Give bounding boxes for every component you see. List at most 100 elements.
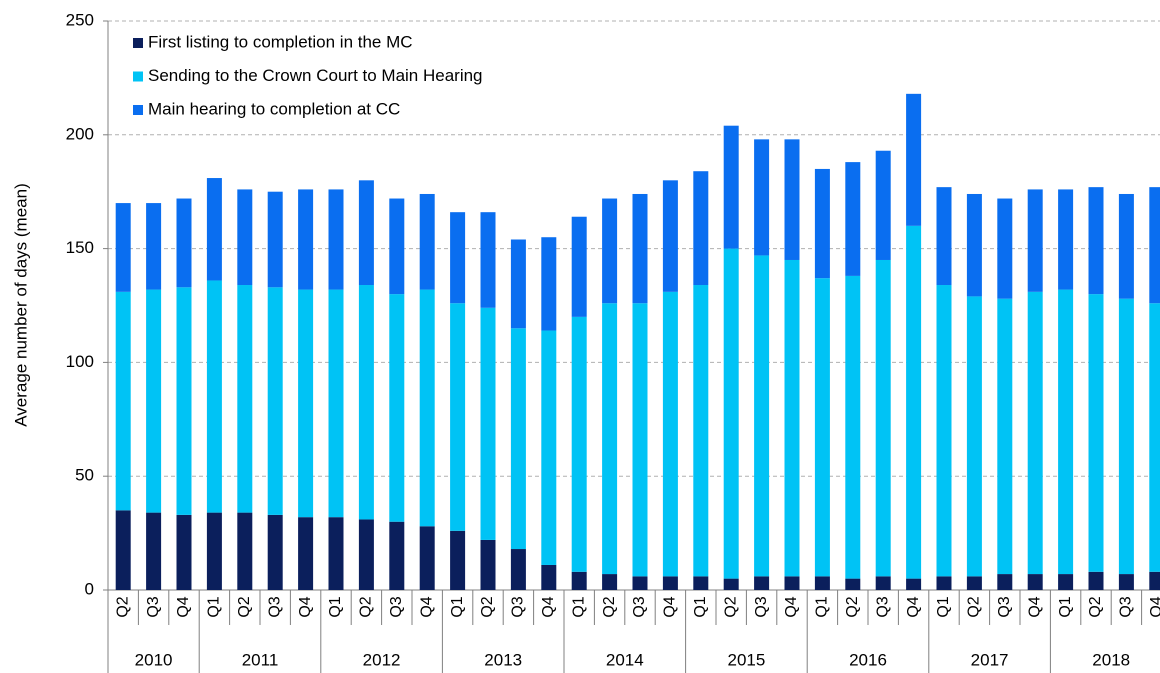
bar-segment bbox=[997, 298, 1013, 575]
bar-segment bbox=[723, 578, 739, 590]
legend-label: Main hearing to completion at CC bbox=[148, 99, 400, 118]
x-tick-label: Q4 bbox=[418, 596, 435, 617]
bar-segment bbox=[662, 291, 678, 577]
x-tick-label: Q1 bbox=[1057, 596, 1074, 617]
x-tick-label: Q4 bbox=[783, 596, 800, 617]
bar-segment bbox=[1058, 574, 1074, 590]
x-tick-label: Q2 bbox=[479, 596, 496, 617]
bar-segment bbox=[541, 237, 557, 331]
bar-segment bbox=[814, 278, 830, 577]
bar-segment bbox=[237, 189, 253, 286]
bar-segment bbox=[632, 303, 648, 577]
group-label: 2012 bbox=[363, 650, 401, 669]
x-tick-label: Q3 bbox=[996, 596, 1013, 617]
bar-segment bbox=[845, 275, 861, 579]
y-tick-label: 200 bbox=[66, 124, 94, 143]
group-label: 2016 bbox=[849, 650, 887, 669]
bar-segment bbox=[206, 280, 222, 513]
bar-segment bbox=[754, 139, 770, 256]
bar-segment bbox=[115, 291, 131, 511]
bar-segment bbox=[936, 187, 952, 286]
legend-label: First listing to completion in the MC bbox=[148, 32, 413, 51]
x-tick-label: Q1 bbox=[692, 596, 709, 617]
group-label: 2014 bbox=[606, 650, 644, 669]
x-tick-label: Q2 bbox=[601, 596, 618, 617]
x-tick-label: Q1 bbox=[327, 596, 344, 617]
bar-segment bbox=[115, 510, 131, 590]
legend-swatch bbox=[133, 71, 143, 82]
bar-segment bbox=[936, 285, 952, 577]
bar-segment bbox=[146, 289, 162, 513]
legend-label: Sending to the Crown Court to Main Heari… bbox=[148, 66, 483, 85]
bar-segment bbox=[662, 180, 678, 292]
x-tick-label: Q1 bbox=[206, 596, 223, 617]
bar-segment bbox=[906, 93, 922, 226]
y-axis-label: Average number of days (mean) bbox=[11, 183, 30, 426]
bar-segment bbox=[784, 139, 800, 260]
bar-segment bbox=[1058, 189, 1074, 290]
bar-segment bbox=[298, 517, 314, 590]
x-tick-label: Q1 bbox=[935, 596, 952, 617]
bar-segment bbox=[1118, 574, 1134, 590]
x-tick-label: Q2 bbox=[844, 596, 861, 617]
bar-segment bbox=[419, 193, 435, 290]
group-label: 2010 bbox=[135, 650, 173, 669]
bar-segment bbox=[541, 564, 557, 590]
bar-segment bbox=[1027, 189, 1043, 292]
bar-segment bbox=[1027, 574, 1043, 590]
bar-segment bbox=[906, 225, 922, 579]
x-tick-label: Q2 bbox=[114, 596, 131, 617]
bar-segment bbox=[571, 571, 587, 590]
x-tick-label: Q1 bbox=[449, 596, 466, 617]
bar-segment bbox=[267, 287, 283, 515]
bar-segment bbox=[176, 287, 192, 515]
bar-segment bbox=[571, 316, 587, 572]
bar-segment bbox=[176, 514, 192, 590]
bar-segment bbox=[176, 198, 192, 288]
group-label: 2015 bbox=[727, 650, 765, 669]
bar-segment bbox=[875, 576, 891, 590]
bar-segment bbox=[814, 168, 830, 279]
x-tick-label: Q4 bbox=[662, 596, 679, 617]
bar-segment bbox=[389, 294, 405, 522]
bar-segment bbox=[875, 150, 891, 260]
x-tick-label: Q3 bbox=[753, 596, 770, 617]
bar-segment bbox=[510, 328, 526, 550]
bar-segment bbox=[389, 198, 405, 295]
bar-segment bbox=[966, 296, 982, 577]
x-tick-label: Q4 bbox=[175, 596, 192, 617]
bar-segment bbox=[146, 512, 162, 590]
y-tick-label: 150 bbox=[66, 238, 94, 257]
x-tick-label: Q3 bbox=[266, 596, 283, 617]
bar-segment bbox=[510, 549, 526, 590]
bar-segment bbox=[662, 576, 678, 590]
bar-segment bbox=[1118, 298, 1134, 575]
bar-segment bbox=[541, 330, 557, 565]
group-label: 2018 bbox=[1092, 650, 1130, 669]
bar-segment bbox=[1058, 289, 1074, 575]
bar-segment bbox=[206, 512, 222, 590]
bar-segment bbox=[845, 162, 861, 276]
x-tick-label: Q3 bbox=[874, 596, 891, 617]
x-tick-label: Q2 bbox=[358, 596, 375, 617]
bar-segment bbox=[510, 239, 526, 329]
bar-segment bbox=[875, 259, 891, 577]
bar-segment bbox=[419, 289, 435, 527]
bar-segment bbox=[1088, 187, 1104, 295]
x-tick-label: Q4 bbox=[297, 596, 314, 617]
x-tick-label: Q1 bbox=[570, 596, 587, 617]
x-tick-label: Q4 bbox=[905, 596, 922, 617]
bar-segment bbox=[784, 576, 800, 590]
bar-segment bbox=[267, 514, 283, 590]
bar-segment bbox=[966, 576, 982, 590]
bar-segment bbox=[480, 539, 496, 590]
bar-segment bbox=[480, 307, 496, 540]
bar-segment bbox=[328, 189, 344, 290]
bar-segment bbox=[693, 576, 709, 590]
group-label: 2013 bbox=[484, 650, 522, 669]
bar-segment bbox=[267, 191, 283, 288]
bar-segment bbox=[814, 576, 830, 590]
x-tick-label: Q2 bbox=[1087, 596, 1104, 617]
bar-segment bbox=[1149, 187, 1160, 304]
